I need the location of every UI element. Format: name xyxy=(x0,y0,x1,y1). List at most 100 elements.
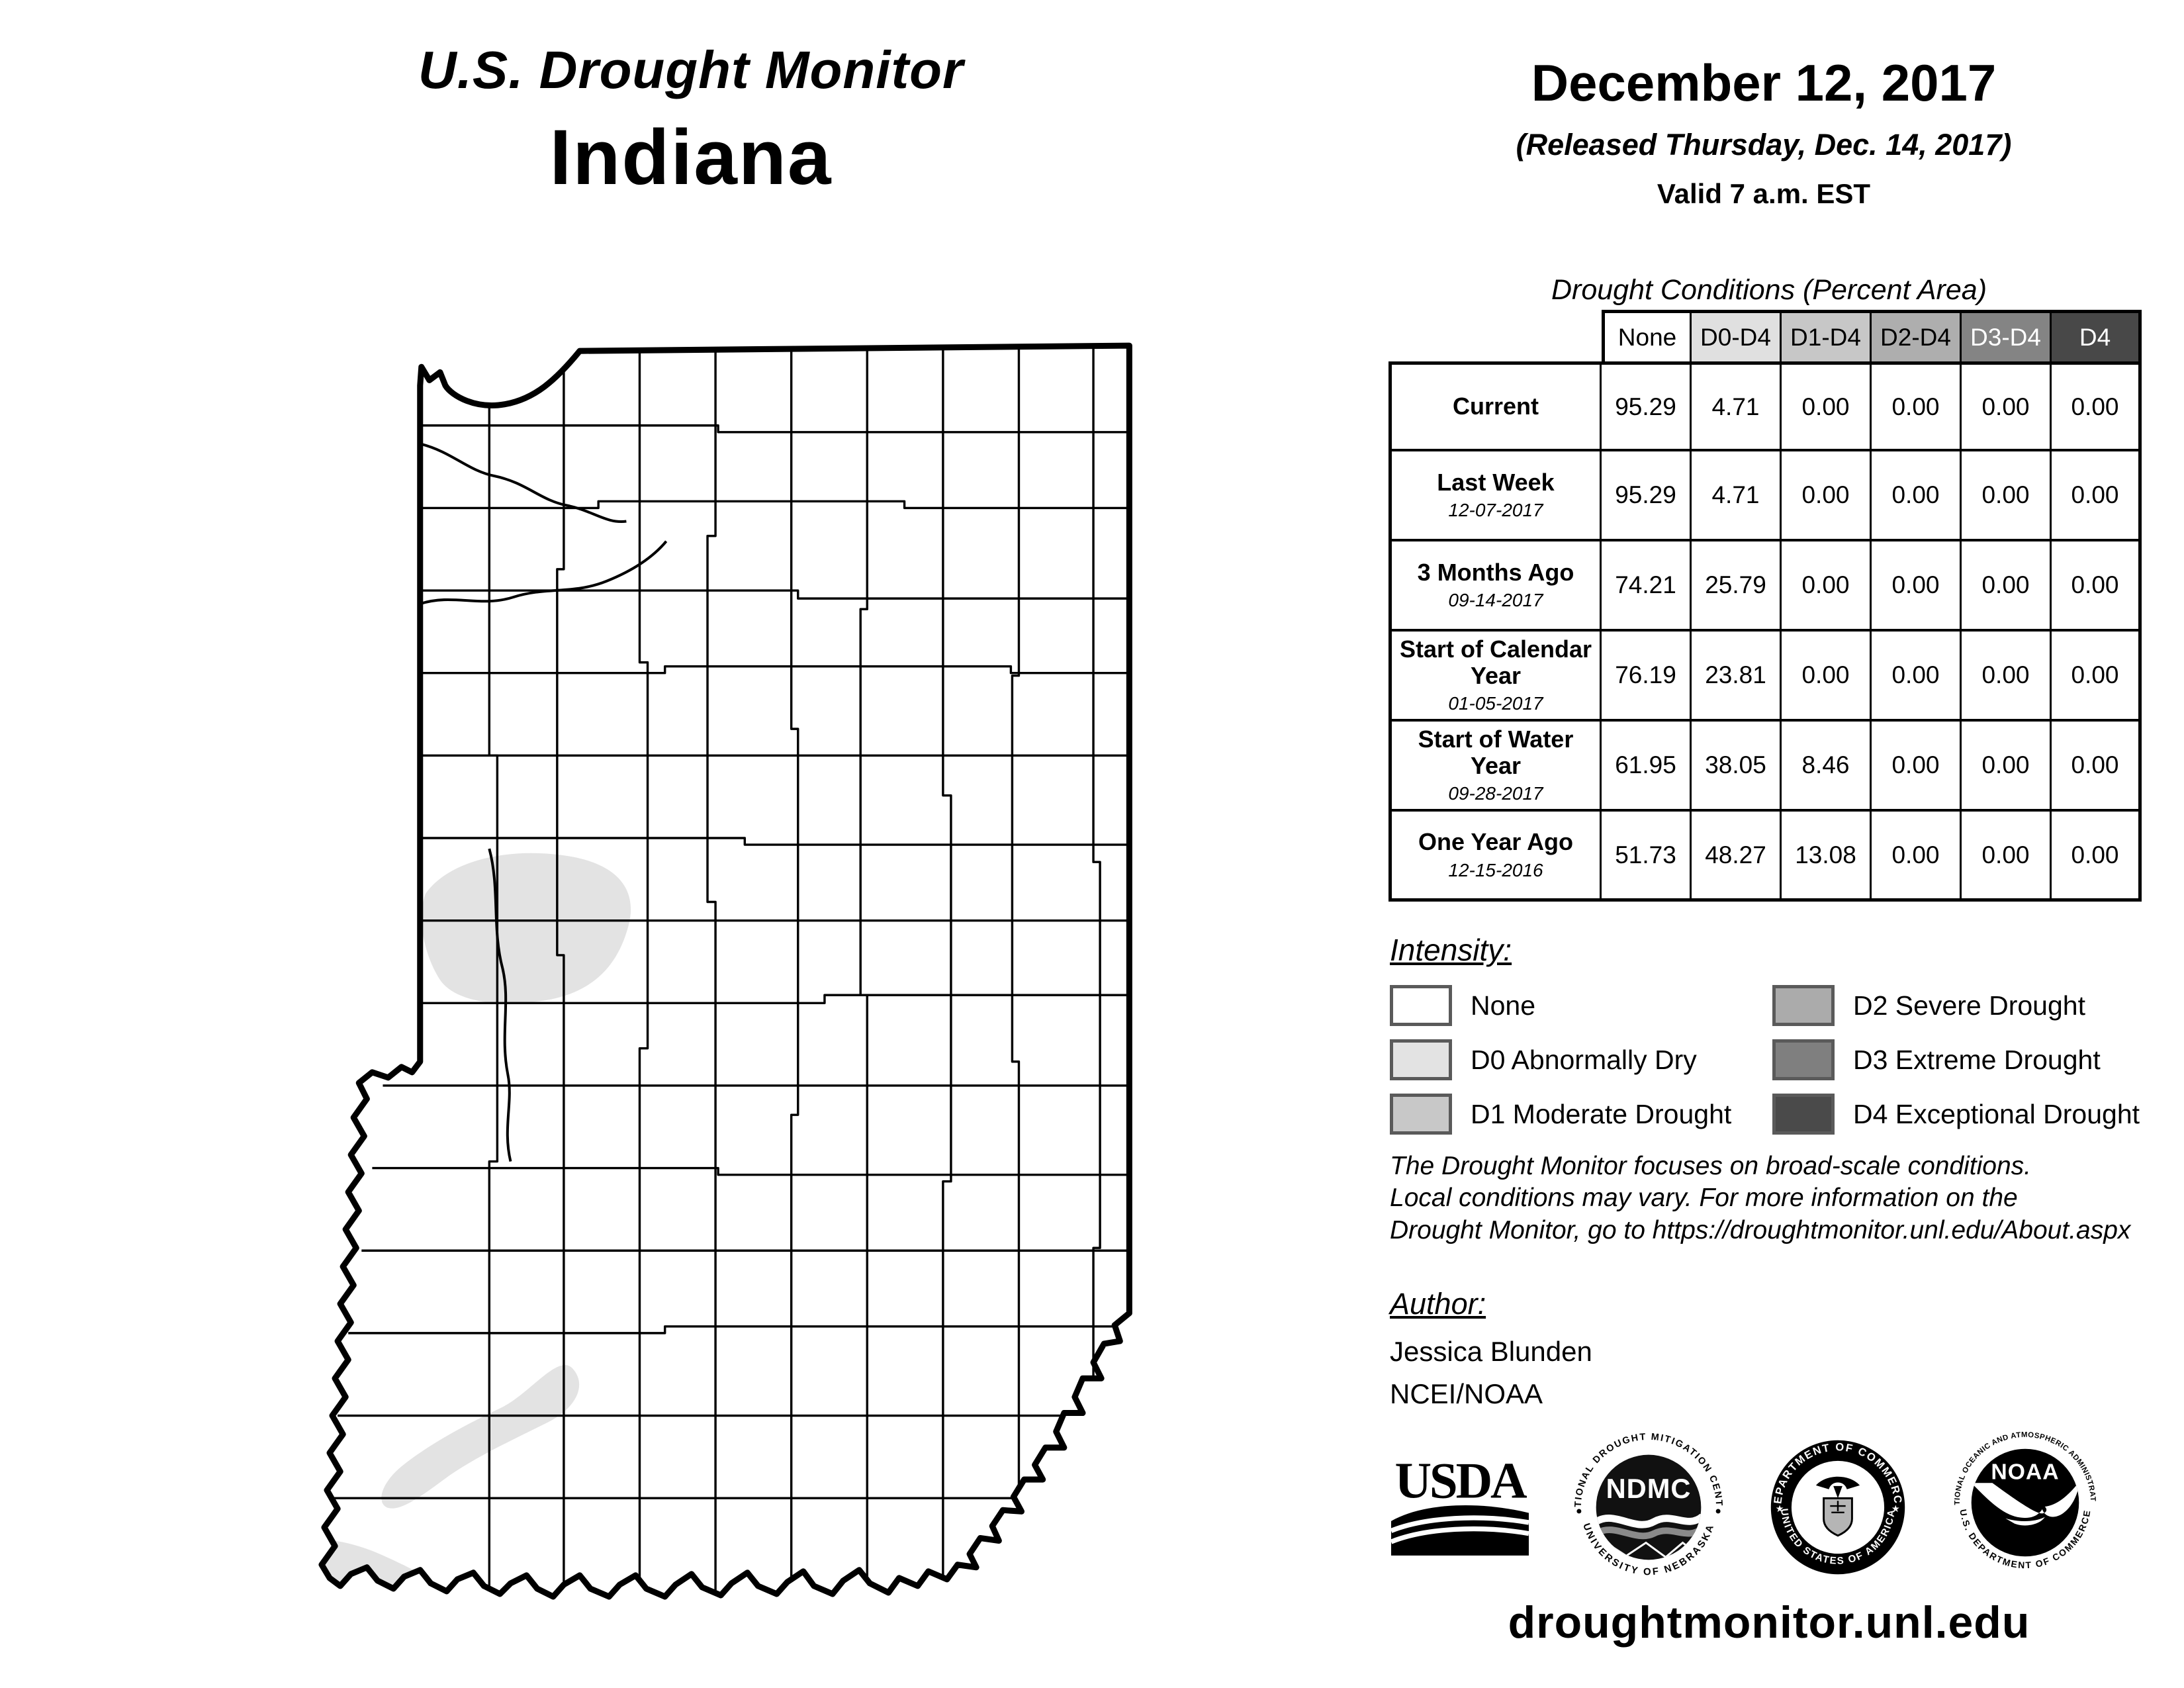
usda-swoosh-stripe xyxy=(1390,1526,1529,1544)
d0-region-west-central xyxy=(421,853,631,1004)
rim-dot-icon xyxy=(1715,1509,1721,1514)
ndmc-logo-svg: NDMC NATIONAL DROUGHT MITIGATION CENTER … xyxy=(1573,1432,1723,1577)
state-title: Indiana xyxy=(549,114,833,201)
disclaimer-text: The Drought Monitor focuses on broad-sca… xyxy=(1390,1150,2158,1246)
author-org: NCEI/NOAA xyxy=(1390,1378,1543,1409)
none-swatch xyxy=(1390,985,1452,1026)
table-cell: 0.00 xyxy=(1962,361,2052,451)
row-label-current: Current xyxy=(1388,361,1602,451)
wave-icon xyxy=(1596,1525,1702,1540)
table-cell: 0.00 xyxy=(1962,632,2052,722)
legend-item-d0: D0 Abnormally Dry xyxy=(1390,1039,1772,1080)
footer-url: droughtmonitor.unl.edu xyxy=(1508,1597,2030,1648)
state-fill xyxy=(321,346,1130,1597)
eagle-icon xyxy=(1815,1476,1860,1499)
disclaimer-line: The Drought Monitor focuses on broad-sca… xyxy=(1390,1152,2032,1180)
row-label-one-year-ago: One Year Ago 12-15-2016 xyxy=(1388,812,1602,902)
table-cell: 4.71 xyxy=(1692,451,1782,541)
shield-icon xyxy=(1823,1497,1853,1537)
legend-item-none: None xyxy=(1390,985,1772,1026)
usda-logo-svg: USDA xyxy=(1390,1452,1529,1556)
table-cell: 0.00 xyxy=(2052,812,2142,902)
d1-swatch xyxy=(1390,1094,1452,1135)
table-cell: 0.00 xyxy=(1872,722,1962,812)
commerce-seal-logo: DEPARTMENT OF COMMERCE UNITED STATES OF … xyxy=(1766,1435,1910,1579)
ndmc-wordmark: NDMC xyxy=(1606,1473,1692,1504)
report-date: December 12, 2017 xyxy=(1531,54,1997,112)
gull-icon xyxy=(1971,1480,2079,1519)
table-cell: 38.05 xyxy=(1692,722,1782,812)
ndmc-logo: NDMC NATIONAL DROUGHT MITIGATION CENTER … xyxy=(1570,1429,1727,1586)
commerce-seal-svg: DEPARTMENT OF COMMERCE UNITED STATES OF … xyxy=(1770,1440,1905,1575)
wave-icon xyxy=(1596,1513,1702,1528)
column-header-d0d4: D0-D4 xyxy=(1692,310,1782,361)
intensity-legend: None D2 Severe Drought D0 Abnormally Dry… xyxy=(1390,978,2148,1141)
table-cell: 48.27 xyxy=(1692,812,1782,902)
title-block: U.S. Drought Monitor Indiana xyxy=(261,40,1121,203)
indiana-map-svg xyxy=(318,342,1132,1600)
table-cell: 95.29 xyxy=(1602,451,1692,541)
table-cell: 0.00 xyxy=(1782,361,1872,451)
table-cell: 4.71 xyxy=(1692,361,1782,451)
star-icon: ★ xyxy=(1776,1504,1784,1515)
indiana-county-map xyxy=(265,330,1145,1601)
author-heading: Author: xyxy=(1390,1287,1486,1321)
table-cell: 0.00 xyxy=(2052,361,2142,451)
rim-dot-icon xyxy=(1576,1509,1582,1514)
state-outline xyxy=(318,342,1132,1600)
usda-wordmark: USDA xyxy=(1394,1454,1527,1509)
table-cell: 0.00 xyxy=(1962,541,2052,632)
row-label-3-months-ago: 3 Months Ago 09-14-2017 xyxy=(1388,541,1602,632)
table-cell: 0.00 xyxy=(1872,541,1962,632)
table-cell: 74.21 xyxy=(1602,541,1692,632)
row-label-start-calendar-year: Start of Calendar Year 01-05-2017 xyxy=(1388,632,1602,722)
table-cell: 0.00 xyxy=(2052,451,2142,541)
noaa-logo: NOAA NATIONAL OCEANIC AND ATMOSPHERIC AD… xyxy=(1950,1427,2101,1578)
date-block: December 12, 2017 (Released Thursday, De… xyxy=(1383,53,2144,210)
table-cell: 61.95 xyxy=(1602,722,1692,812)
disclaimer-line: Local conditions may vary. For more info… xyxy=(1390,1184,2018,1213)
table-cell: 0.00 xyxy=(1872,361,1962,451)
column-header-d1d4: D1-D4 xyxy=(1782,310,1872,361)
table-title: Drought Conditions (Percent Area) xyxy=(1551,274,1987,306)
valid-time: Valid 7 a.m. EST xyxy=(1657,178,1871,209)
column-header-d2d4: D2-D4 xyxy=(1872,310,1962,361)
column-header-none: None xyxy=(1602,310,1692,361)
table-corner-cell xyxy=(1388,310,1602,361)
legend-item-d2: D2 Severe Drought xyxy=(1772,985,2148,1026)
column-header-d3d4: D3-D4 xyxy=(1962,310,2052,361)
table-cell: 13.08 xyxy=(1782,812,1872,902)
river-boundaries xyxy=(420,442,668,1162)
row-label-start-water-year: Start of Water Year 09-28-2017 xyxy=(1388,722,1602,812)
column-header-d4: D4 xyxy=(2052,310,2142,361)
table-cell: 0.00 xyxy=(1962,451,2052,541)
table-cell: 76.19 xyxy=(1602,632,1692,722)
usda-swoosh-stripe xyxy=(1390,1515,1529,1533)
table-cell: 25.79 xyxy=(1692,541,1782,632)
noaa-wordmark: NOAA xyxy=(1991,1459,2059,1484)
drought-conditions-table: None D0-D4 D1-D4 D2-D4 D3-D4 D4 Current … xyxy=(1388,310,2142,902)
row-label-last-week: Last Week 12-07-2017 xyxy=(1388,451,1602,541)
table-cell: 0.00 xyxy=(1872,812,1962,902)
noaa-disc xyxy=(1971,1448,2079,1557)
legend-item-d1: D1 Moderate Drought xyxy=(1390,1094,1772,1135)
table-cell: 0.00 xyxy=(1782,632,1872,722)
noaa-logo-svg: NOAA NATIONAL OCEANIC AND ATMOSPHERIC AD… xyxy=(1954,1431,2097,1570)
d4-swatch xyxy=(1772,1094,1835,1135)
gull-body-icon xyxy=(2005,1517,2045,1526)
released-date: (Released Thursday, Dec. 14, 2017) xyxy=(1516,128,2012,162)
table-cell: 8.46 xyxy=(1782,722,1872,812)
table-cell: 0.00 xyxy=(1872,632,1962,722)
disclaimer-line: Drought Monitor, go to https://droughtmo… xyxy=(1390,1215,2131,1244)
table-cell: 0.00 xyxy=(1962,722,2052,812)
table-cell: 0.00 xyxy=(1782,451,1872,541)
table-cell: 23.81 xyxy=(1692,632,1782,722)
d2-swatch xyxy=(1772,985,1835,1026)
usda-logo: USDA xyxy=(1390,1452,1529,1560)
table-cell: 95.29 xyxy=(1602,361,1692,451)
table-cell: 0.00 xyxy=(2052,722,2142,812)
table-cell: 0.00 xyxy=(1782,541,1872,632)
author-name: Jessica Blunden xyxy=(1390,1336,1592,1367)
d0-swatch xyxy=(1390,1039,1452,1080)
